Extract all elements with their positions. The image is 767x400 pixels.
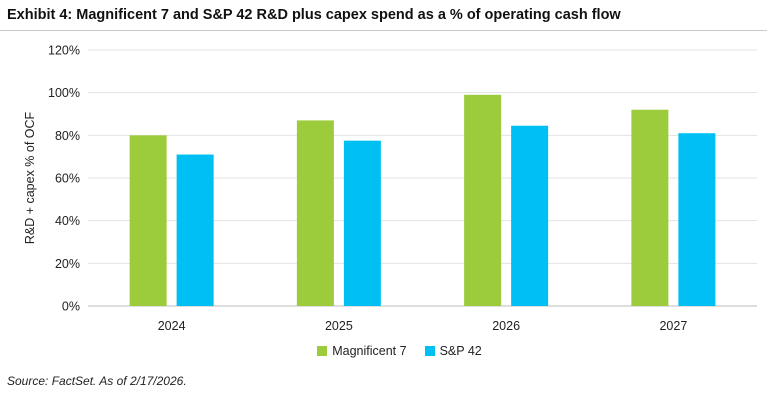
x-tick-label: 2026 [492, 319, 520, 333]
legend-item-sp-42: S&P 42 [424, 344, 482, 358]
y-tick-label: 60% [55, 172, 80, 186]
x-axis-ticks: 2024 2025 2026 2027 [158, 319, 688, 333]
bar-chart: 0%20%40%60%80%100%120% 2024 2025 2026 2027 … [23, 44, 757, 333]
y-tick-label: 20% [55, 257, 80, 271]
bar-magnificent-7-2026 [464, 94, 502, 306]
y-axis-label: R&D + capex % of OCF [23, 111, 37, 244]
y-tick-label: 80% [55, 129, 80, 143]
bar-s-p-42-2027 [678, 133, 716, 306]
legend-label: Magnificent 7 [332, 344, 407, 358]
y-tick-label: 120% [48, 44, 80, 58]
x-tick-label: 2024 [158, 319, 186, 333]
bar-magnificent-7-2025 [296, 120, 334, 307]
bar-magnificent-7-2024 [129, 135, 167, 306]
bar-s-p-42-2024 [176, 154, 214, 306]
source-note: Source: FactSet. As of 2/17/2026. [7, 374, 187, 388]
y-axis-ticks: 0% 20% 40% 60% 80% 100% 120% [48, 44, 80, 314]
legend-swatch [424, 346, 435, 356]
y-tick-label: 100% [48, 86, 80, 100]
chart-title: Exhibit 4: Magnificent 7 and S&P 42 R&D … [7, 7, 621, 23]
y-tick-label: 0% [62, 300, 80, 314]
x-tick-label: 2025 [325, 319, 353, 333]
legend: Magnificent 7 S&P 42 [0, 344, 767, 358]
y-tick-label: 40% [55, 214, 80, 228]
legend-item-magnificent-7: Magnificent 7 [317, 344, 407, 358]
legend-swatch [317, 346, 328, 356]
bar-magnificent-7-2027 [631, 109, 669, 306]
bars [129, 94, 716, 307]
bar-s-p-42-2026 [511, 125, 549, 306]
bar-s-p-42-2025 [343, 140, 381, 306]
x-tick-label: 2027 [659, 319, 687, 333]
legend-label: S&P 42 [439, 344, 482, 358]
title-divider [0, 30, 767, 31]
